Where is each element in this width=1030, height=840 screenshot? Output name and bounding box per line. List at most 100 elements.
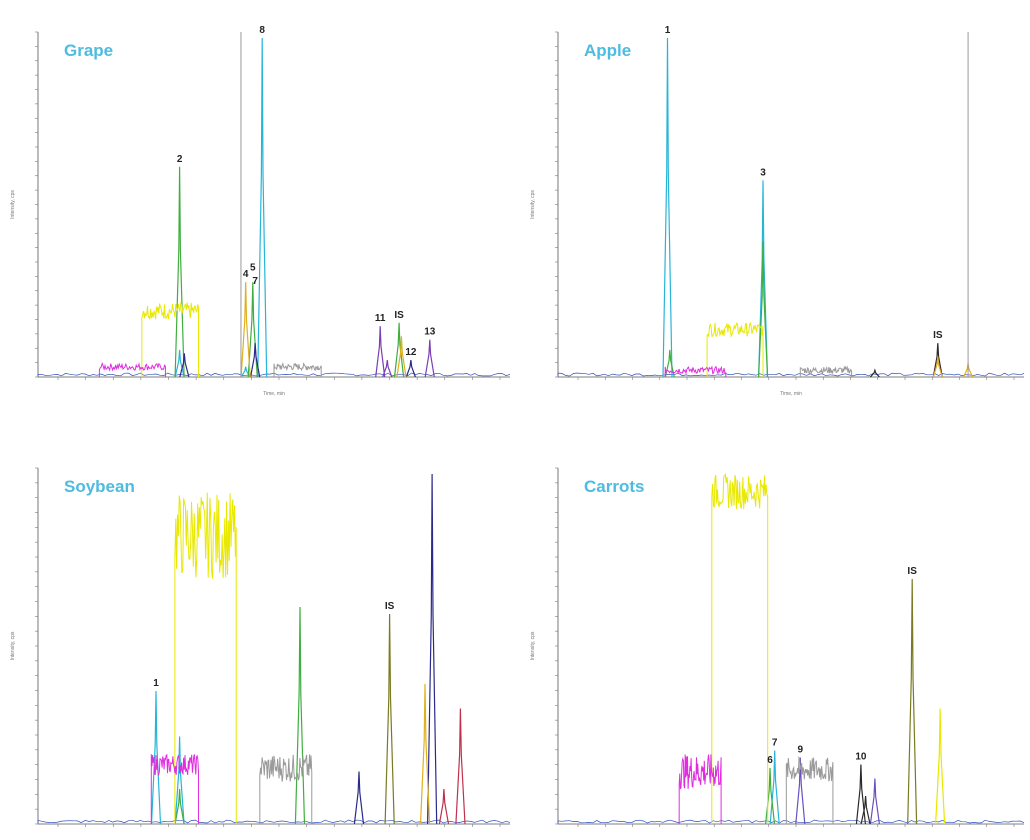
peak-carrots-1-0	[769, 750, 780, 825]
peak-carrots-3-0	[795, 757, 806, 825]
series-grape-3	[375, 326, 435, 378]
series-carrots-2	[765, 767, 776, 825]
y-axis-label-carrots: Intensity, cps	[530, 631, 536, 660]
peak-label-grape-is: IS	[394, 310, 404, 321]
noise-band-soybean-8	[259, 754, 313, 825]
y-axis-label-apple: Intensity, cps	[530, 190, 536, 219]
peak-label-grape-5: 5	[250, 262, 256, 273]
series-soybean-5	[419, 683, 431, 825]
series-apple-1	[664, 241, 769, 378]
peak-soybean-3-1	[353, 771, 365, 825]
peak-apple-0-0	[662, 37, 673, 378]
peak-label-grape-4: 4	[243, 269, 249, 280]
series-soybean-1	[174, 606, 306, 825]
y-axis-label-grape: Intensity, cps	[10, 190, 16, 219]
series-carrots-0	[907, 578, 918, 825]
peak-label-apple-3: 3	[760, 167, 766, 178]
peak-grape-3-2	[424, 339, 435, 378]
peak-grape-1-1	[247, 282, 258, 378]
peak-label-grape-11: 11	[375, 313, 386, 324]
noise-band-carrots-6	[678, 754, 722, 825]
peak-grape-0-2	[240, 366, 251, 378]
noise-band-grape-6	[98, 361, 166, 378]
series-grape-5	[141, 301, 200, 378]
series-grape-2	[179, 343, 416, 378]
series-grape-4	[240, 282, 407, 378]
noise-band-apple-6	[799, 365, 853, 378]
peak-carrots-5-0	[935, 708, 946, 825]
peak-apple-1-1	[664, 349, 675, 378]
peak-apple-1-0	[758, 241, 769, 378]
series-carrots-1	[769, 750, 780, 825]
peak-label-carrots-7: 7	[772, 738, 778, 749]
x-axis-label-apple: Time, min	[780, 391, 802, 397]
series-apple-5	[664, 365, 727, 378]
peak-carrots-2-0	[765, 767, 776, 825]
peak-grape-3-0	[375, 326, 386, 378]
peak-carrots-4-1	[860, 795, 871, 825]
noise-band-carrots-7	[785, 755, 834, 825]
panel-title-carrots: Carrots	[584, 477, 644, 496]
y-axis-label-soybean: Intensity, cps	[10, 631, 16, 660]
peak-grape-0-1	[174, 349, 185, 378]
noise-band-grape-5	[141, 301, 200, 378]
series-soybean-8	[259, 754, 313, 825]
peak-soybean-1-0	[294, 606, 306, 825]
series-grape-1	[174, 166, 405, 378]
peak-soybean-4-0	[455, 708, 466, 825]
noise-band-soybean-6	[174, 492, 237, 825]
peak-grape-0-0	[257, 37, 268, 378]
peak-label-carrots-6: 6	[767, 755, 773, 766]
peak-grape-1-2	[393, 322, 405, 378]
series-grape-6	[98, 361, 166, 378]
peak-carrots-0-0	[907, 578, 918, 825]
noise-band-soybean-7	[150, 753, 200, 825]
peak-label-carrots-is: IS	[907, 566, 917, 577]
peak-apple-2-1	[869, 368, 880, 378]
peak-label-soybean-is: IS	[385, 601, 395, 612]
peak-carrots-3-1	[869, 778, 880, 825]
series-apple-2	[869, 343, 943, 378]
peak-grape-2-0	[179, 353, 190, 378]
peak-label-grape-2: 2	[177, 154, 183, 165]
series-carrots-7	[785, 755, 834, 825]
peak-soybean-1-1	[174, 788, 185, 825]
peak-label-grape-13: 13	[424, 327, 436, 338]
peak-grape-2-1	[250, 343, 261, 378]
series-grape-7	[240, 32, 322, 377]
peak-label-apple-is: IS	[933, 330, 943, 341]
series-apple-0	[662, 37, 769, 378]
peak-apple-0-1	[758, 180, 769, 378]
series-apple-4	[706, 321, 764, 378]
peak-soybean-3-0	[427, 473, 438, 825]
peak-grape-2-2	[405, 360, 416, 378]
peak-label-carrots-10: 10	[855, 752, 867, 763]
series-carrots-5	[711, 473, 946, 825]
noise-band-grape-7	[273, 362, 322, 377]
peak-grape-4-1	[396, 336, 407, 378]
series-grape-0	[174, 37, 268, 378]
peak-soybean-2-0	[384, 613, 395, 825]
series-soybean-6	[174, 492, 237, 825]
peak-carrots-4-0	[855, 764, 866, 825]
baseline-grape	[37, 372, 511, 377]
peak-apple-3-0	[932, 356, 943, 378]
series-apple-6	[799, 32, 969, 378]
peak-label-grape-7: 7	[252, 276, 258, 287]
peak-grape-4-0	[240, 282, 251, 378]
noise-band-apple-5	[664, 365, 727, 378]
series-carrots-3	[795, 757, 880, 825]
panel-title-apple: Apple	[584, 41, 631, 60]
series-carrots-6	[678, 754, 722, 825]
peak-label-grape-12: 12	[405, 347, 417, 358]
noise-band-apple-4	[706, 321, 764, 378]
peak-label-grape-8: 8	[259, 25, 265, 36]
series-soybean-7	[150, 753, 200, 825]
series-carrots-4	[855, 764, 871, 825]
baseline-soybean	[37, 819, 511, 824]
peak-soybean-4-1	[438, 788, 450, 825]
